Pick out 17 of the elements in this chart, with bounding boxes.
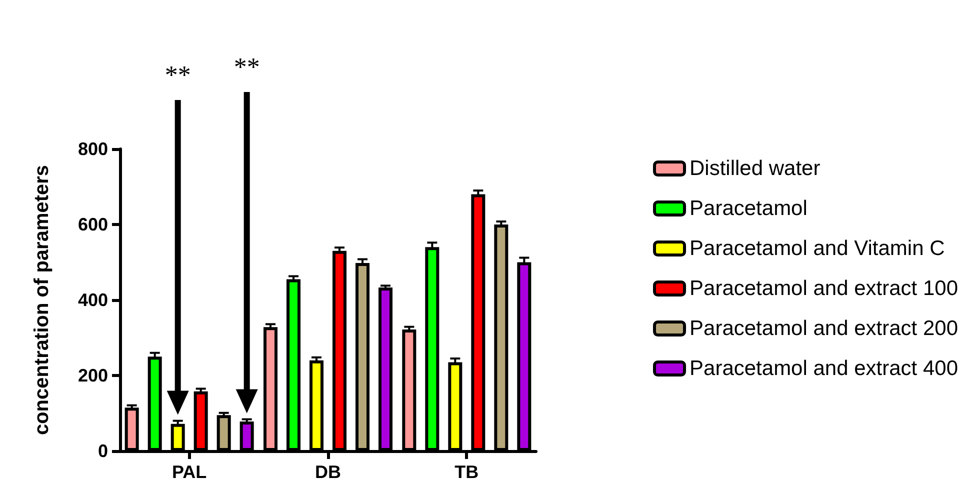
legend-label: Paracetamol and extract 400 (690, 357, 958, 380)
x-tick-label: PAL (172, 462, 207, 482)
legend-label: Paracetamol and extract 100 (690, 277, 958, 300)
y-tick-label: 200 (78, 366, 108, 386)
text: ** (164, 60, 191, 90)
y-tick-label: 800 (78, 139, 108, 159)
y-axis-title: concentration of parameters (31, 164, 53, 436)
legend-label: Distilled water (690, 157, 820, 180)
text: ** (234, 52, 260, 82)
legend-label: Paracetamol (690, 197, 808, 220)
y-tick-label: 600 (78, 214, 108, 234)
legend-label: Paracetamol and Vitamin C (690, 237, 945, 260)
y-tick-label: 0 (98, 441, 108, 461)
legend-label: Paracetamol and extract 200 (690, 317, 958, 340)
x-tick-label: DB (315, 462, 341, 482)
y-tick-label: 400 (78, 290, 108, 310)
x-tick-label: TB (454, 462, 479, 482)
